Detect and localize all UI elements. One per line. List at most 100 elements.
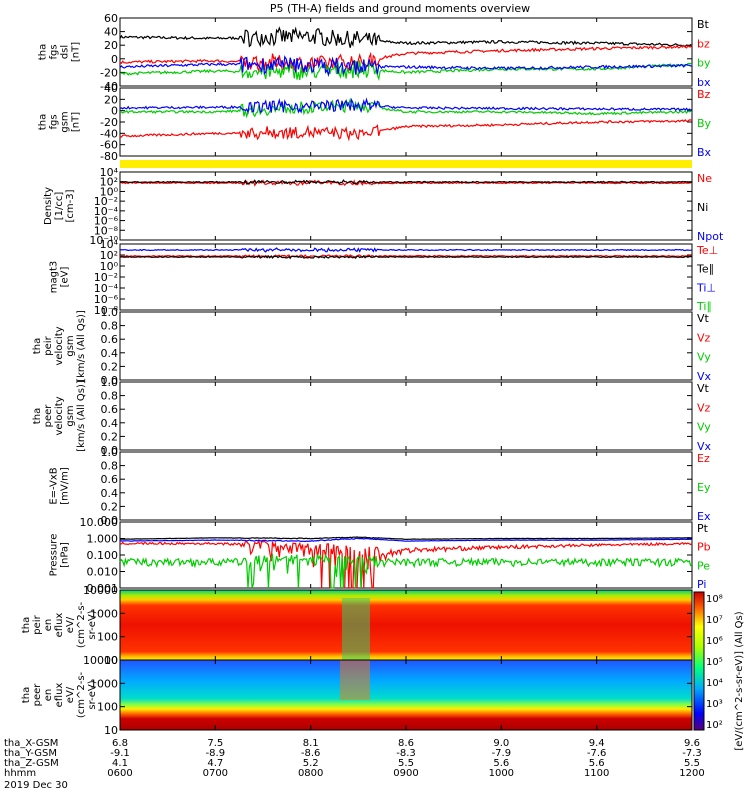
legend-Te∥: Te∥ xyxy=(696,263,714,276)
y-tick-label: 0.2 xyxy=(101,500,119,513)
y-tick-label: 0 xyxy=(111,105,118,118)
y-tick-label: 10⁻² xyxy=(94,271,118,284)
x-row-label: tha_Y-GSM xyxy=(4,748,57,759)
panel-frame xyxy=(119,311,693,381)
y-tick-label: 10⁻⁸ xyxy=(94,224,119,237)
x-tick-label: 9.4 xyxy=(589,738,605,749)
y-tick-label: 10.000 xyxy=(80,516,119,529)
y-tick-label: 10⁰ xyxy=(100,185,119,198)
y-tick-label: 0.0 xyxy=(101,514,119,527)
y-axis-label-line: gsm xyxy=(65,335,76,356)
panel-frame xyxy=(119,451,693,521)
colorbar-gradient xyxy=(693,591,705,731)
legend-By: By xyxy=(697,117,712,130)
y-axis-label-line: sr-eV) xyxy=(87,680,98,709)
x-tick-label: 5.6 xyxy=(589,758,605,769)
y-tick-label: 10⁴ xyxy=(100,166,119,179)
y-axis-label-line: en xyxy=(43,619,54,632)
y-tick-label: 10000 xyxy=(83,584,118,597)
colorbar-tick-label: 10³ xyxy=(706,699,723,710)
series-Bt xyxy=(119,26,693,48)
y-axis-label-line: [eV] xyxy=(60,267,71,288)
y-axis-label-line: tha xyxy=(21,687,32,703)
legend-Pi: Pi xyxy=(697,578,706,591)
colorbar-tick-label: 10⁴ xyxy=(706,678,723,689)
y-tick-label: 1.0 xyxy=(101,376,119,389)
y-tick-label: 0.0 xyxy=(101,374,119,387)
y-tick-label: 40 xyxy=(104,26,118,39)
y-tick-label: 0.4 xyxy=(101,417,119,430)
y-tick-label: 0.010 xyxy=(87,566,119,579)
y-axis-label-line: magt3 xyxy=(49,261,60,294)
ion-spectrogram xyxy=(120,590,692,660)
y-tick-label: 10000 xyxy=(83,654,118,667)
y-tick-label: 0.2 xyxy=(101,360,119,373)
y-tick-label: -80 xyxy=(100,150,118,163)
y-axis-label: tha peer velocity gsm [km/s (All Qs)] xyxy=(32,380,87,452)
y-tick-label: 40 xyxy=(104,82,118,95)
y-axis-label-line: tha xyxy=(32,408,43,424)
legend-Te⊥: Te⊥ xyxy=(696,244,718,257)
x-tick-label: 4.7 xyxy=(207,758,223,769)
y-axis-label-line: [1/cc] xyxy=(54,192,65,221)
legend-Pt: Pt xyxy=(697,522,709,535)
y-axis-label-line: fgs xyxy=(49,44,60,59)
legend-Vt: Vt xyxy=(697,382,710,395)
x-row-label: tha_X-GSM xyxy=(4,738,58,749)
panel-frame xyxy=(119,17,693,87)
y-axis-label-line: Pressure xyxy=(49,534,60,577)
y-axis-label-line: [nPa] xyxy=(60,542,71,568)
y-axis-label: Pressure [nPa] xyxy=(49,534,71,577)
electron-spectrogram-disturbance xyxy=(340,660,370,700)
legend-bx: bx xyxy=(697,76,711,89)
legend-Ti∥: Ti∥ xyxy=(696,300,712,313)
x-tick-label: 1000 xyxy=(489,768,514,779)
y-axis-label-line: gsm xyxy=(60,111,71,132)
x-tick-label: 9.0 xyxy=(493,738,509,749)
series-Bz xyxy=(119,119,693,142)
legend-Bx: Bx xyxy=(697,146,712,159)
y-tick-label: 0.4 xyxy=(101,347,119,360)
panel-frame xyxy=(119,243,693,311)
x-tick-label: 0700 xyxy=(203,768,228,779)
y-tick-label: 0.8 xyxy=(101,320,119,333)
y-axis-label-line: fgs xyxy=(49,114,60,129)
y-tick-label: 100 xyxy=(97,701,118,714)
y-axis-label-line: [km/s (All Qs)] xyxy=(76,310,87,382)
legend-Ne: Ne xyxy=(697,172,712,185)
y-tick-label: 10² xyxy=(100,249,118,262)
legend-Vy: Vy xyxy=(697,351,711,364)
y-tick-label: 0.4 xyxy=(101,487,119,500)
series-Pt xyxy=(119,536,693,540)
panel-frame xyxy=(119,521,693,589)
y-axis-label-line: eV/ xyxy=(65,616,76,633)
y-tick-label: 10² xyxy=(100,176,118,189)
legend-Bz: Bz xyxy=(697,88,711,101)
panel-peir-en: 10000 1000 100 10 tha peir en eflux eV/(cm^2-s-s… xyxy=(21,584,693,667)
legend-Vx: Vx xyxy=(697,440,712,453)
colorbar-tick-label: 10⁸ xyxy=(706,594,723,605)
y-tick-label: 10⁻¹⁰ xyxy=(89,234,118,247)
y-axis-label: tha peer en eflux eV/(cm^2-s-sr-eV) xyxy=(21,671,98,718)
x-tick-label: 5.5 xyxy=(398,758,414,769)
legend-Ez: Ez xyxy=(697,452,710,465)
x-tick-label: -8.6 xyxy=(301,748,321,759)
legend-Vz: Vz xyxy=(697,331,711,344)
x-tick-label: 5.6 xyxy=(493,758,509,769)
y-axis-label-line: sr-eV) xyxy=(87,610,98,639)
y-axis-label-line: Density xyxy=(43,187,54,225)
y-tick-label: 10 xyxy=(104,724,118,737)
y-tick-label: 10⁴ xyxy=(100,238,119,251)
y-axis-label-line: en xyxy=(43,689,54,702)
y-tick-label: -20 xyxy=(100,116,118,129)
date-label: 2019 Dec 30 xyxy=(4,780,68,791)
series-By xyxy=(119,97,693,119)
x-tick-label: -8.3 xyxy=(396,748,416,759)
y-axis-label-line: velocity xyxy=(54,326,65,365)
y-axis-label-line: [nT] xyxy=(71,42,82,62)
legend-Ey: Ey xyxy=(697,481,711,494)
y-axis-label-line: peir xyxy=(32,614,43,634)
